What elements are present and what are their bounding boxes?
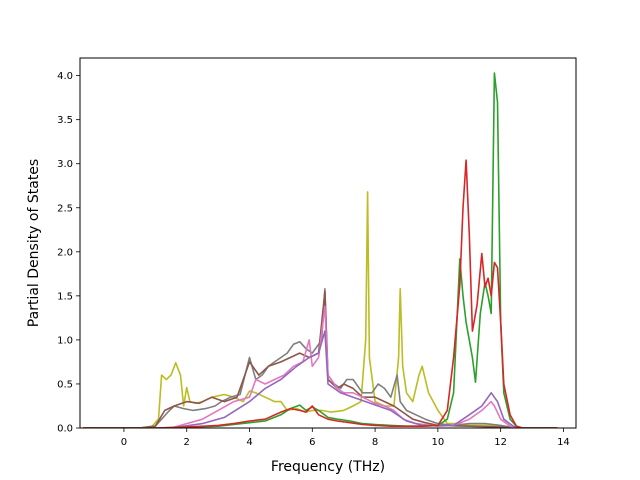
- y-axis-ticks: 0.0 0.5 1.0 1.5 2.0 2.5 3.0 3.5 4.0: [57, 71, 80, 435]
- x-tick-label: 6: [309, 437, 315, 448]
- x-axis-ticks: 0 2 4 6 8 10 12 14: [121, 428, 570, 448]
- x-tick-label: 0: [121, 437, 127, 448]
- y-tick-label: 4.0: [57, 71, 73, 82]
- x-tick-label: 14: [557, 437, 570, 448]
- series-layer: [83, 72, 558, 428]
- y-tick-label: 3.5: [57, 115, 73, 126]
- y-axis-label: Partial Density of States: [26, 159, 42, 327]
- y-tick-label: 2.0: [57, 247, 73, 258]
- series-line-2: [83, 287, 558, 428]
- y-tick-label: 1.5: [57, 291, 73, 302]
- y-tick-label: 1.0: [57, 335, 73, 346]
- y-tick-label: 0.5: [57, 379, 73, 390]
- x-tick-label: 12: [494, 437, 507, 448]
- x-tick-label: 8: [372, 437, 378, 448]
- y-tick-label: 0.0: [57, 424, 73, 435]
- x-tick-label: 4: [246, 437, 252, 448]
- plot-frame: [79, 57, 577, 429]
- series-line-7: [83, 159, 558, 428]
- x-tick-label: 10: [432, 437, 445, 448]
- y-tick-label: 2.5: [57, 203, 73, 214]
- x-axis-label: Frequency (THz): [271, 459, 385, 475]
- series-line-4: [83, 305, 558, 428]
- series-line-5: [83, 330, 558, 428]
- x-tick-label: 2: [184, 437, 190, 448]
- y-tick-label: 3.0: [57, 159, 73, 170]
